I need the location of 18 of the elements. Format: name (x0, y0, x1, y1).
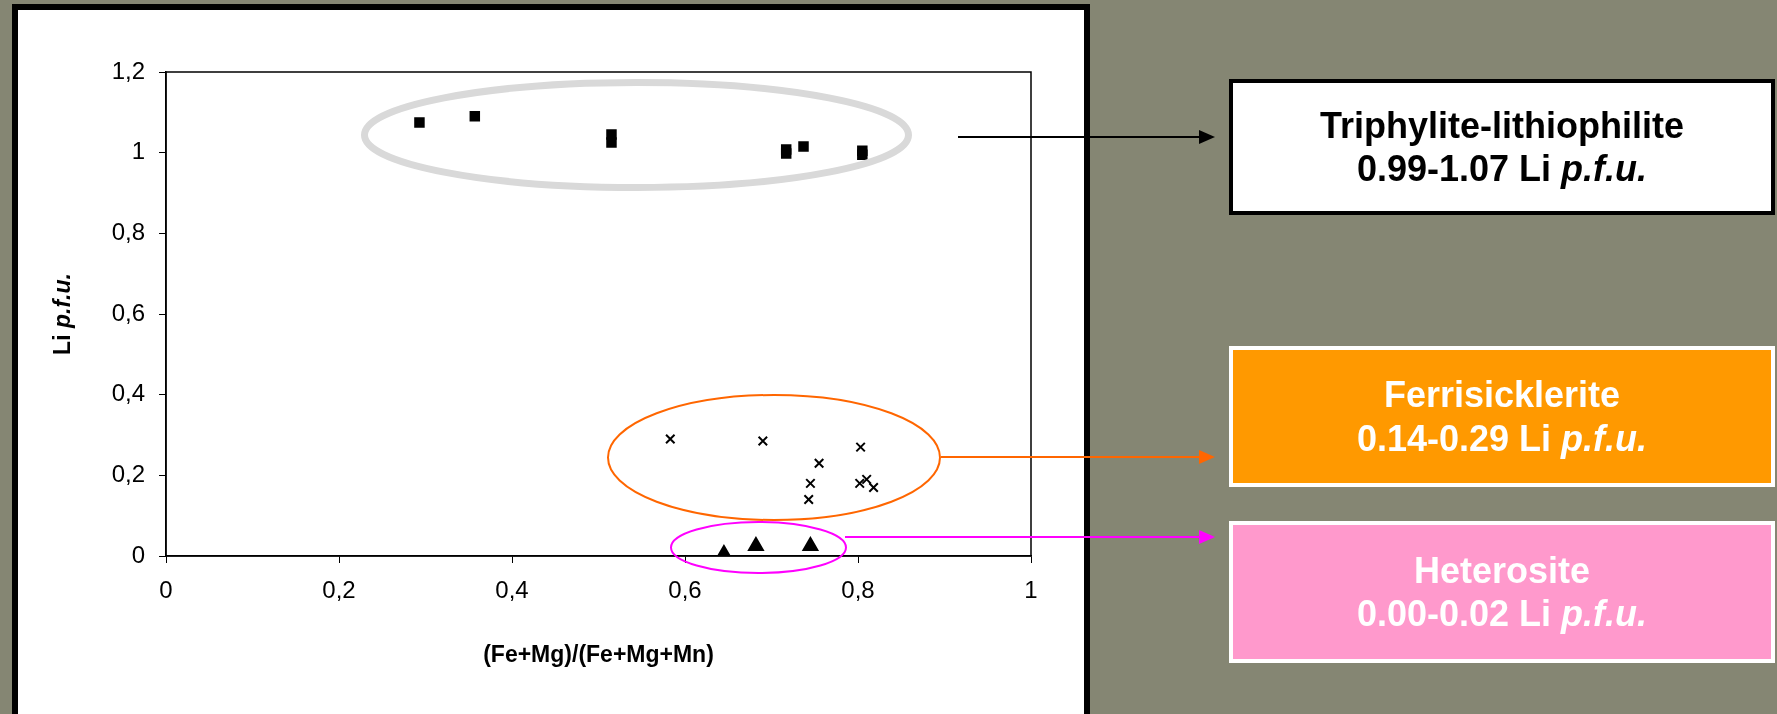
y-axis-title: Li p.f.u. (49, 273, 76, 355)
text: Ferrisicklerite 0.14-0.29 Li p.f.u. (1356, 373, 1648, 460)
x-tick-label: 1 (1024, 576, 1038, 604)
y-tick-label: 0 (131, 540, 145, 568)
x-tick-label: 0 (159, 576, 173, 604)
y-tick-label: 0,2 (111, 459, 145, 487)
x-tick-label: 0,8 (841, 576, 875, 604)
x-axis-title: (Fe+Mg)/(Fe+Mg+Mn) (483, 641, 714, 668)
y-tick-label: 0,4 (111, 379, 145, 407)
x-tick-label: 0,2 (322, 576, 356, 604)
x-tick-label: 0,6 (668, 576, 702, 604)
y-tick-label: 1 (131, 137, 145, 165)
text: Triphylite-lithiophilite 0.99-1.07 Li p.f.u. (1320, 103, 1684, 191)
y-tick-label: 0,6 (111, 298, 145, 326)
x-tick-label: 0,4 (495, 576, 529, 604)
y-tick-label: 0,8 (111, 217, 145, 245)
text: Heterosite 0.00-0.02 Li p.f.u. (1356, 548, 1648, 636)
y-tick-label: 1,2 (111, 56, 145, 84)
